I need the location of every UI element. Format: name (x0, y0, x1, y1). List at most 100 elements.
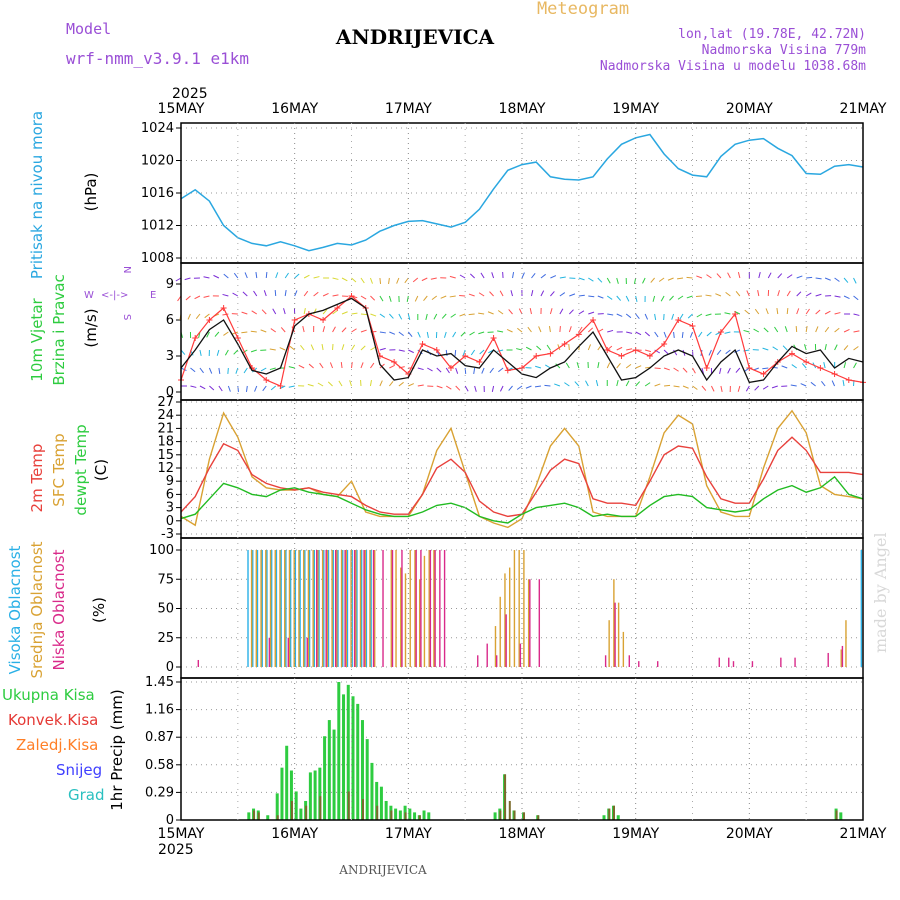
wind-arrow (303, 308, 306, 315)
station-coords: lon,lat (19.78E, 42.72N) (678, 27, 866, 42)
wind-arrow (414, 295, 419, 302)
precip-bar-total (351, 696, 355, 820)
wind-arrow (322, 326, 326, 333)
cloud-bar-mid (374, 550, 376, 667)
wind-arrow (370, 295, 376, 301)
gust-marker (547, 350, 554, 357)
wind-arrow (719, 367, 722, 374)
wind-arrow (308, 363, 314, 369)
wind-arrow (222, 313, 229, 316)
precip-label-snow: Snijeg (56, 761, 102, 779)
wind-arrow (460, 331, 466, 337)
wind-arrow (568, 343, 570, 351)
wind-arrow (360, 277, 365, 284)
cloud-bar-low (841, 645, 844, 667)
wind-arrow (417, 367, 424, 371)
wind-arrow (379, 380, 383, 387)
wind-arrow (595, 380, 599, 387)
wind-arrow (232, 292, 239, 297)
wind-arrow (635, 381, 641, 387)
precip-bar-conv (513, 810, 516, 820)
wind-arrow (538, 326, 542, 333)
wind-arrow (223, 273, 229, 279)
model-elevation: Nadmorska Visina u modelu 1038.68m (600, 59, 866, 74)
wind-arrow (606, 362, 611, 369)
wind-arrow (654, 349, 661, 354)
precip-bars (247, 682, 843, 820)
gust-marker (320, 317, 327, 323)
gust-marker (447, 365, 454, 371)
wind-arrow (786, 274, 793, 279)
wind-arrow (546, 344, 551, 351)
precip-bar-total (327, 720, 331, 820)
wind-arrow (588, 311, 595, 315)
precip-label-graupel: Grad (68, 786, 105, 804)
cloud-bar-mid (307, 550, 310, 667)
model-label: Model (66, 20, 111, 38)
wind-arrow (227, 367, 229, 375)
wind-arrow (510, 290, 514, 297)
wind-arrow (705, 313, 712, 317)
precip-bar-conv (305, 805, 308, 820)
wind-arrow (824, 326, 830, 333)
wind-arrow (548, 325, 551, 333)
precip-bar-total (356, 703, 360, 820)
gust-marker (533, 353, 540, 359)
wind-arrow (307, 383, 314, 387)
wind-arrow (805, 292, 812, 297)
wind-arrow (360, 313, 367, 316)
wind-arrow (459, 294, 466, 297)
gust-marker (291, 317, 298, 323)
date-axis-bottom: 15MAY 16MAY 17MAY 18MAY 19MAY 20MAY 21MAY (158, 826, 887, 842)
wind-arrow (349, 380, 352, 387)
wind-arrow (765, 308, 769, 315)
wind-arrow (209, 385, 215, 391)
wind-arrow (795, 325, 798, 333)
wind-arrow (815, 309, 821, 315)
wind-arrow (479, 349, 485, 355)
wind-arrow (679, 313, 684, 320)
wind-arrow (341, 311, 348, 315)
cloud-bar-high (342, 550, 344, 667)
precip-bar-total (294, 791, 298, 820)
wind-arrow (677, 277, 684, 280)
cloud-bar-high (351, 550, 353, 667)
wind-arrow (241, 331, 248, 334)
cloud-bar-mid (527, 579, 530, 667)
cloud-bar-low (604, 655, 607, 667)
gust-marker (803, 359, 810, 365)
wind-arrow (559, 276, 566, 279)
cloud-bar-low (628, 655, 630, 667)
wind-arrow (834, 295, 841, 298)
wind-arrow (469, 273, 475, 279)
wind-arrow (194, 295, 201, 300)
wind-arrow (455, 385, 461, 391)
cloud-bar-low (334, 550, 337, 667)
cloud-bar-mid (364, 550, 366, 667)
wind-arrow (746, 290, 750, 297)
precip-bar-conv (361, 799, 364, 820)
gust-marker (732, 311, 739, 317)
tick-label: 100 (149, 543, 174, 558)
compass-west: W (84, 290, 94, 301)
year-bottom: 2025 (158, 842, 194, 858)
wind-arrow (425, 313, 428, 320)
precip-bar-conv (508, 800, 511, 820)
precip-bar-total (413, 812, 417, 820)
cloud-bar-low (429, 550, 432, 667)
wind-arrow (407, 331, 413, 337)
tick-label: 0 (166, 385, 174, 400)
cloud-bar-low (316, 550, 318, 667)
wind-arrow (564, 382, 570, 387)
wind-arrow (550, 275, 557, 279)
wind-arrow (559, 325, 561, 333)
precip-bar-total (313, 770, 317, 820)
cloud-bar-high (360, 550, 363, 667)
wind-arrow (534, 385, 542, 388)
wind-arrow (843, 295, 850, 299)
wind-arrow (270, 328, 277, 333)
gust-marker (703, 365, 710, 371)
precip-bar-conv (537, 815, 540, 820)
wind-arrow (199, 385, 206, 390)
wind-arrow (481, 367, 485, 374)
